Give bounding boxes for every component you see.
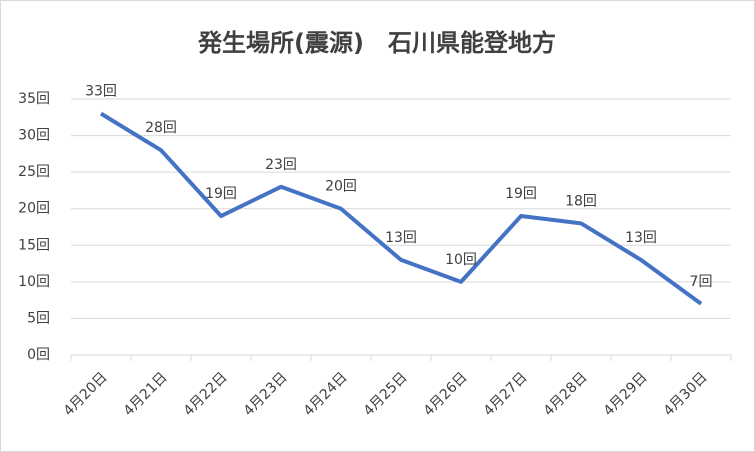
data-label: 28回 (145, 120, 177, 136)
data-line (99, 111, 703, 306)
y-tick-label: 30回 (18, 128, 50, 144)
y-tick-label: 35回 (18, 91, 50, 107)
data-label: 33回 (85, 84, 117, 100)
y-tick-label: 15回 (18, 237, 50, 253)
data-label: 13回 (625, 230, 657, 246)
y-tick-label: 25回 (18, 164, 50, 180)
data-label: 13回 (385, 230, 417, 246)
data-label: 18回 (565, 193, 597, 209)
data-label: 19回 (505, 186, 537, 202)
data-label: 10回 (445, 252, 477, 268)
y-tick-label: 10回 (18, 274, 50, 290)
y-tick-label: 20回 (18, 201, 50, 217)
data-label: 20回 (325, 179, 357, 195)
data-label: 7回 (690, 274, 713, 290)
y-tick-label: 5回 (27, 310, 50, 326)
chart-title: 発生場所(震源) 石川県能登地方 (197, 29, 556, 57)
y-tick-label: 0回 (27, 347, 50, 363)
data-label: 19回 (205, 186, 237, 202)
data-label: 23回 (265, 157, 297, 173)
